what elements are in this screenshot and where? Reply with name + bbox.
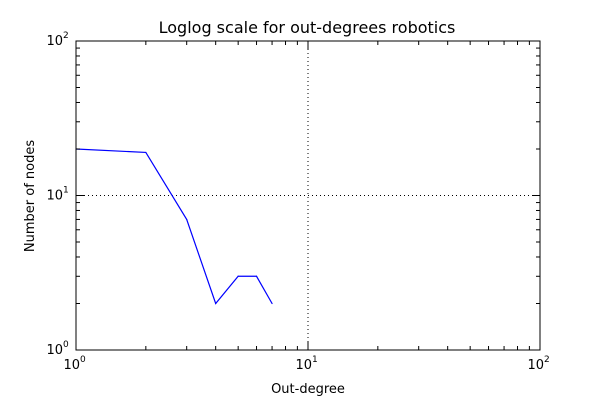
y-tick-label-base: 10 — [46, 189, 63, 204]
x-tick-label: 10 2 — [527, 355, 549, 373]
x-tick-label-exponent: 0 — [80, 355, 86, 365]
x-tick-label-base: 10 — [295, 358, 312, 373]
y-tick-label-exponent: 2 — [63, 31, 69, 41]
x-tick-label: 10 1 — [295, 355, 317, 373]
y-tick-label: 10 0 — [46, 340, 69, 358]
x-tick-label-exponent: 1 — [312, 355, 318, 365]
y-tick-label: 10 1 — [46, 186, 68, 204]
y-tick-label-base: 10 — [46, 34, 63, 49]
y-axis-label: Number of nodes — [23, 140, 38, 252]
data-point — [255, 275, 258, 277]
y-tick-label-exponent: 0 — [63, 340, 69, 350]
x-tick-label-exponent: 2 — [544, 355, 550, 365]
y-tick-label-exponent: 1 — [63, 186, 69, 196]
data-point — [186, 218, 188, 221]
x-axis-label: Out-degree — [271, 382, 345, 397]
tick-labels: 10 0 10 1 10 210 010 110 2 — [46, 31, 549, 373]
data-point — [145, 151, 147, 154]
x-tick-label-base: 10 — [63, 358, 80, 373]
data-point — [215, 302, 217, 305]
x-tick-label: 10 0 — [63, 355, 86, 373]
grid — [76, 41, 540, 350]
y-tick-label-base: 10 — [46, 343, 63, 358]
data-point — [237, 275, 239, 277]
series-layer — [75, 148, 273, 305]
data-point — [271, 302, 273, 305]
y-tick-label: 10 2 — [46, 31, 68, 49]
plot-frame — [75, 40, 541, 351]
chart-title: Loglog scale for out-degrees robotics — [159, 18, 456, 37]
x-tick-label-base: 10 — [527, 358, 544, 373]
